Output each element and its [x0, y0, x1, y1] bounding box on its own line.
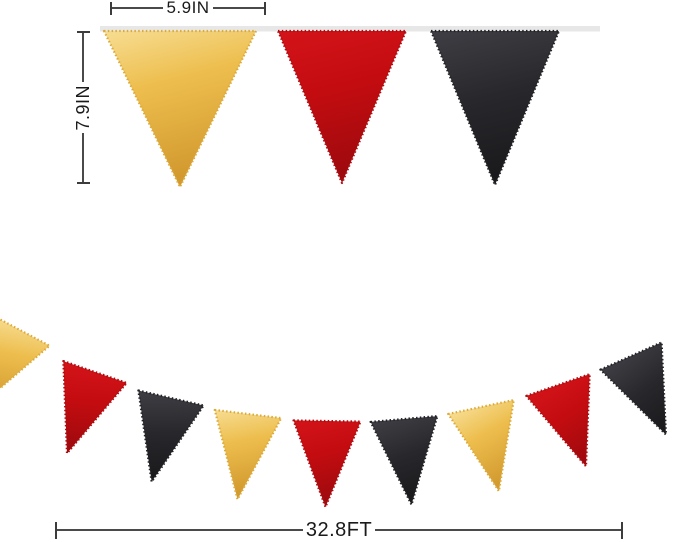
dimension-tick-left: [110, 1, 112, 15]
dimension-line-bottom: [82, 133, 84, 182]
dimension-line-top: [82, 33, 84, 82]
top-flag-gold: [102, 29, 258, 189]
dimension-line-right: [212, 7, 265, 9]
dimension-tick-left: [55, 521, 57, 539]
dimension-tick-right: [264, 1, 267, 15]
top-banner-photo: [100, 26, 600, 189]
bottom-flag-2-red: [62, 359, 128, 455]
dimension-line-left: [112, 7, 164, 9]
dimension-tick-right: [621, 521, 624, 539]
bottom-flag-6-black: [369, 414, 439, 506]
flag-width-dimension: 5.9IN: [110, 0, 267, 17]
bottom-flag-4-gold: [213, 408, 283, 501]
bottom-flag-8-red: [525, 372, 591, 468]
bottom-flag-1-gold: [0, 313, 51, 408]
bottom-banner-photo: [0, 313, 668, 509]
dimension-line-left: [57, 529, 303, 531]
bottom-flag-7-gold: [447, 398, 515, 493]
banner-string: [100, 26, 600, 32]
top-flag-black: [429, 29, 561, 187]
bottom-flag-3-black: [137, 389, 205, 483]
banner-length-label: 32.8FT: [305, 518, 373, 541]
banner-length-dimension: 32.8FT: [55, 518, 624, 541]
dimension-tick-bottom: [76, 182, 90, 184]
bottom-flag-5-red: [292, 419, 362, 509]
bottom-flag-9-black: [599, 341, 668, 436]
top-flag-red: [276, 29, 408, 185]
dimension-line-right: [375, 529, 622, 531]
flag-width-label: 5.9IN: [166, 0, 210, 17]
dimension-tick-top: [76, 31, 90, 33]
flag-height-dimension: 7.9IN: [71, 31, 95, 184]
